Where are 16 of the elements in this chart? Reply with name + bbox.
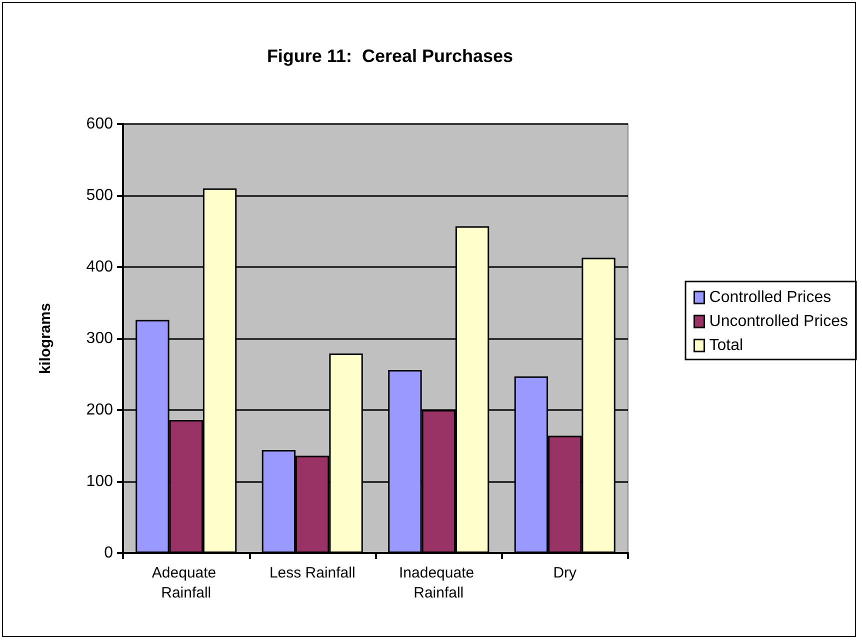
- y-tick-label: 0: [104, 544, 114, 562]
- legend-label: Controlled Prices: [709, 289, 832, 306]
- chart-title: Figure 11: Cereal Purchases: [266, 46, 514, 66]
- y-tick-label: 300: [86, 330, 114, 347]
- y-tick-label: 100: [86, 473, 114, 490]
- legend-label: Uncontrolled Prices: [709, 313, 848, 330]
- x-tick-label: Adequate Rainfall: [152, 564, 220, 602]
- y-tick-label: 200: [86, 402, 114, 418]
- x-tick-label: Dry: [553, 564, 578, 582]
- y-tick-label: 600: [86, 116, 114, 132]
- x-tick-label: Less Rainfall: [269, 564, 356, 582]
- y-tick-label: 500: [86, 187, 114, 204]
- y-tick-label: 400: [86, 258, 114, 276]
- legend-label: Total: [709, 337, 744, 354]
- y-axis-title: kilograms: [37, 303, 54, 374]
- x-tick-label: Inadequate Rainfall: [399, 564, 478, 602]
